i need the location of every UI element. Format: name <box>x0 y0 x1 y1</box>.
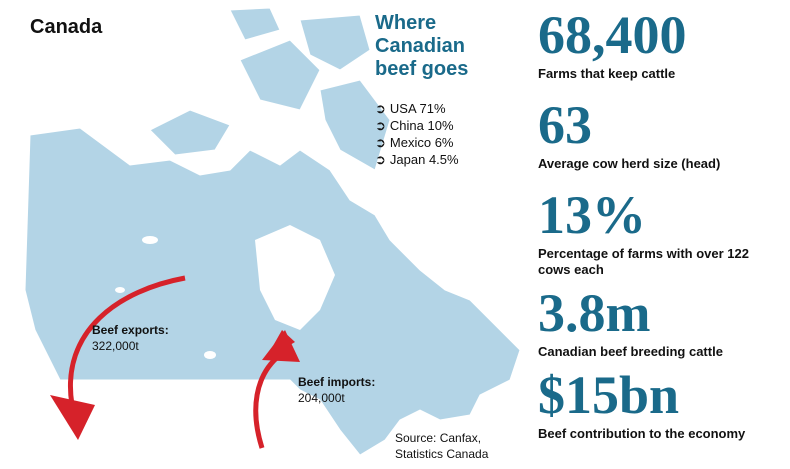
stat: 68,400 Farms that keep cattle <box>538 8 778 82</box>
heading-line: Canadian <box>375 35 466 57</box>
stat-label: Farms that keep cattle <box>538 66 676 81</box>
island <box>149 109 231 156</box>
stat-label: Beef contribution to the economy <box>538 426 746 441</box>
imports: Beef imports: 204,000t <box>298 374 375 406</box>
hudson-bay <box>255 225 335 330</box>
destination-item: USA 71% <box>375 100 459 117</box>
stat-value: 3.8m <box>538 283 651 343</box>
export-arrow <box>50 275 186 440</box>
island <box>299 14 371 71</box>
map <box>24 7 521 456</box>
stat: 13% Percentage of farms with over 122 cow… <box>538 188 778 278</box>
stat-value: $15bn <box>538 365 680 425</box>
exports-value: 322,000t <box>92 339 139 353</box>
import-arrow <box>253 330 300 449</box>
destination-item: Japan 4.5% <box>375 151 459 168</box>
island <box>319 79 391 171</box>
stat-value: 63 <box>538 95 592 155</box>
source: Source: Canfax, Statistics Canada <box>395 430 488 462</box>
destination-list: USA 71%China 10%Mexico 6%Japan 4.5% <box>375 100 459 168</box>
island <box>239 39 321 111</box>
destination-item: Mexico 6% <box>375 134 459 151</box>
stat-value: 68,400 <box>538 5 687 65</box>
heading-line: Where <box>375 12 437 34</box>
stat-value: 13% <box>538 185 646 245</box>
exports: Beef exports: 322,000t <box>92 322 169 354</box>
stat-label: Average cow herd size (head) <box>538 156 721 171</box>
imports-label: Beef imports: <box>298 375 376 389</box>
exports-label: Beef exports: <box>92 323 169 337</box>
source-line: Source: Canfax, <box>395 431 482 445</box>
stat: 3.8m Canadian beef breeding cattle <box>538 286 778 360</box>
heading-line: beef goes <box>375 58 469 80</box>
stat: $15bn Beef contribution to the economy <box>538 368 778 442</box>
stat: 63 Average cow herd size (head) <box>538 98 778 172</box>
stat-label: Canadian beef breeding cattle <box>538 344 723 359</box>
heading: Where Canadian beef goes <box>375 12 468 81</box>
title: Canada <box>30 16 103 38</box>
stat-label: Percentage of farms with over 122 cows e… <box>538 246 749 277</box>
imports-value: 204,000t <box>298 391 345 405</box>
source-line: Statistics Canada <box>395 447 489 461</box>
island <box>229 7 281 41</box>
destination-item: China 10% <box>375 117 459 134</box>
